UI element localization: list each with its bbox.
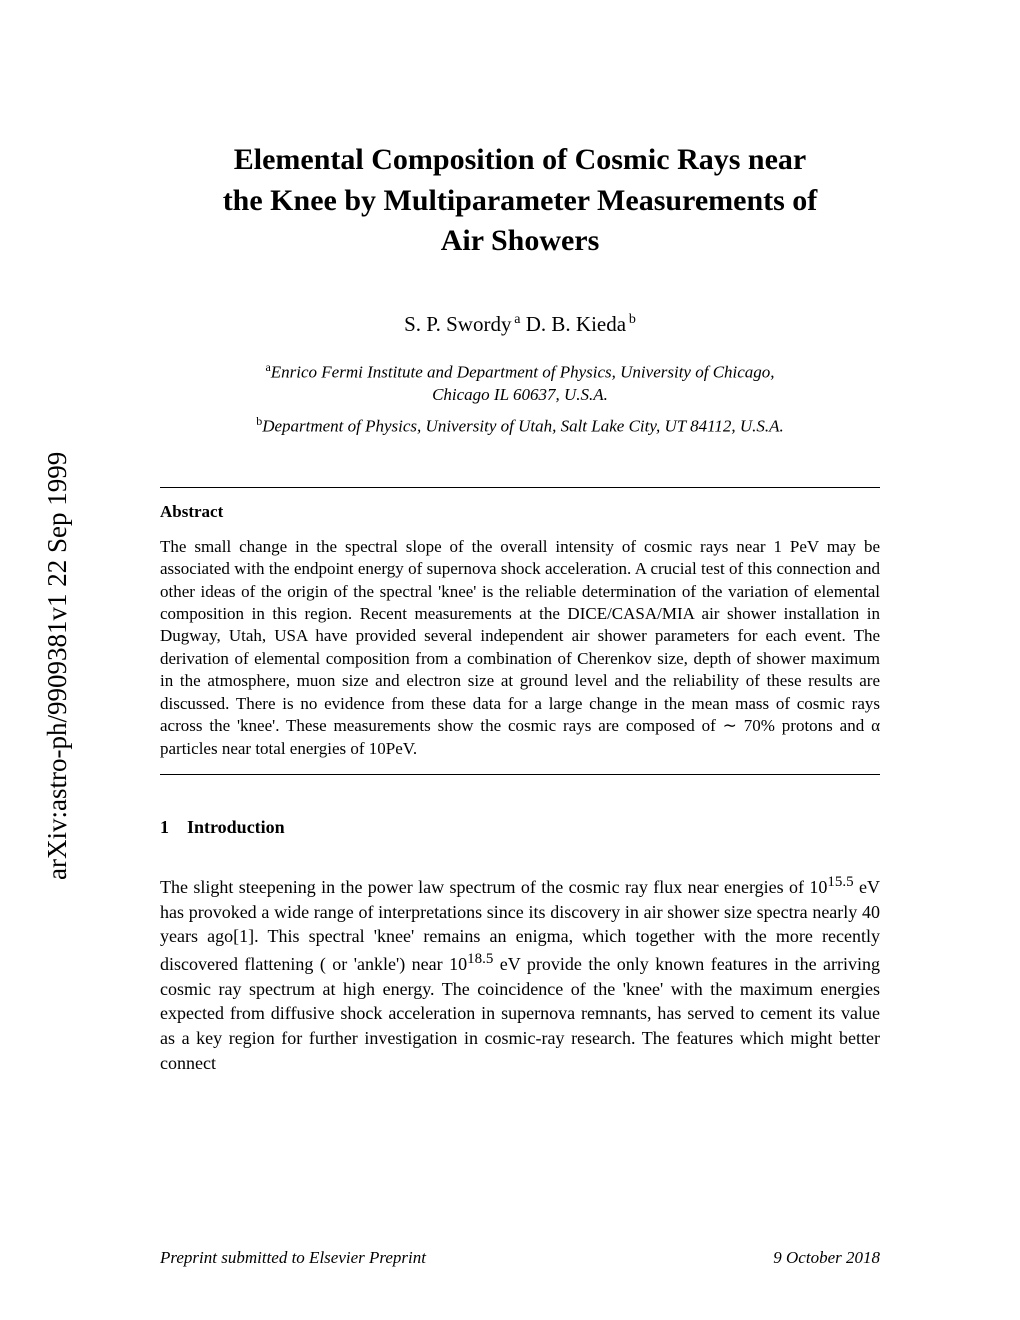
main-content: Elemental Composition of Cosmic Rays nea… — [160, 140, 880, 1075]
title-line1: Elemental Composition of Cosmic Rays nea… — [234, 143, 806, 176]
footer-right: 9 October 2018 — [773, 1248, 880, 1268]
author-2: D. B. Kieda — [526, 312, 626, 336]
exponent-1: 15.5 — [827, 874, 853, 890]
section-heading: 1 Introduction — [160, 817, 880, 838]
arxiv-identifier: arXiv:astro-ph/9909381v1 22 Sep 1999 — [42, 452, 73, 880]
affil-a-line1: Enrico Fermi Institute and Department of… — [271, 362, 775, 381]
affil-b-text: Department of Physics, University of Uta… — [262, 417, 784, 436]
author-2-sup: b — [626, 312, 636, 327]
divider-bottom — [160, 774, 880, 775]
title-line2: the Knee by Multiparameter Measurements … — [223, 184, 818, 217]
abstract-body: The small change in the spectral slope o… — [160, 536, 880, 760]
divider-top — [160, 487, 880, 488]
intro-paragraph: The slight steepening in the power law s… — [160, 872, 880, 1075]
section-title: Introduction — [187, 817, 285, 837]
title-line3: Air Showers — [441, 224, 600, 257]
exponent-2: 18.5 — [467, 951, 493, 967]
paper-title: Elemental Composition of Cosmic Rays nea… — [160, 140, 880, 262]
affil-a-line2: Chicago IL 60637, U.S.A. — [432, 385, 608, 404]
section-number: 1 — [160, 817, 169, 838]
para-part1: The slight steepening in the power law s… — [160, 877, 827, 897]
affiliation-b: bDepartment of Physics, University of Ut… — [160, 413, 880, 439]
affiliation-a: aEnrico Fermi Institute and Department o… — [160, 359, 880, 408]
author-1: S. P. Swordy — [404, 312, 511, 336]
author-1-sup: a — [511, 312, 520, 327]
abstract-heading: Abstract — [160, 502, 880, 522]
author-list: S. P. Swordy a D. B. Kieda b — [160, 312, 880, 337]
footer-left: Preprint submitted to Elsevier Preprint — [160, 1248, 426, 1268]
page-footer: Preprint submitted to Elsevier Preprint … — [160, 1248, 880, 1268]
